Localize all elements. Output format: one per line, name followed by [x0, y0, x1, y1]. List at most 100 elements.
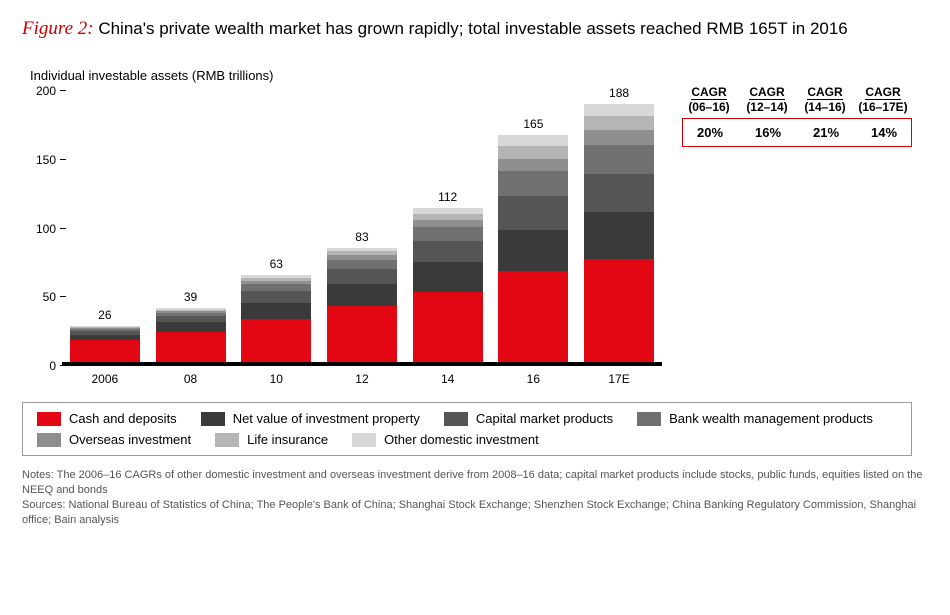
legend-item: Life insurance — [215, 432, 328, 447]
cagr-header: CAGR(16–17E) — [856, 85, 910, 114]
legend-item: Bank wealth management products — [637, 411, 873, 426]
bar-segment — [241, 319, 311, 362]
y-tick-label: 150 — [22, 153, 56, 167]
bar-stack — [498, 135, 568, 362]
bar-segment — [413, 262, 483, 292]
bar-segment — [584, 212, 654, 259]
figure-title-text: China's private wealth market has grown … — [98, 19, 847, 38]
bar-container: 26396383112165188 — [62, 91, 662, 362]
chart-row: 050100150200 26396383112165188 200608101… — [22, 91, 928, 396]
bar-total-label: 83 — [327, 230, 397, 244]
legend-row: Cash and deposits Net value of investment… — [37, 411, 897, 447]
bar-column: 26 — [70, 326, 140, 362]
bar-stack — [327, 248, 397, 362]
bar-total-label: 39 — [156, 290, 226, 304]
y-axis-title: Individual investable assets (RMB trilli… — [30, 68, 928, 83]
bar-total-label: 112 — [413, 190, 483, 204]
cagr-period-label: (12–14) — [740, 100, 794, 114]
bar-total-label: 165 — [498, 117, 568, 131]
legend-swatch — [37, 433, 61, 447]
cagr-main-label: CAGR — [749, 85, 784, 100]
cagr-header: CAGR(12–14) — [740, 85, 794, 114]
legend-label: Overseas investment — [69, 432, 191, 447]
bar-column: 63 — [241, 275, 311, 362]
legend-swatch — [444, 412, 468, 426]
bar-segment — [584, 174, 654, 213]
bar-segment — [413, 241, 483, 262]
legend-label: Other domestic investment — [384, 432, 539, 447]
bar-segment — [327, 306, 397, 362]
cagr-value: 21% — [799, 125, 853, 140]
bar-segment — [498, 196, 568, 230]
notes-text: Notes: The 2006–16 CAGRs of other domest… — [22, 468, 928, 498]
x-axis-labels: 2006081012141617E — [62, 372, 662, 396]
bar-stack — [413, 208, 483, 362]
legend-swatch — [637, 412, 661, 426]
bar-segment — [584, 130, 654, 145]
bar-stack — [241, 275, 311, 362]
sources-text: Sources: National Bureau of Statistics o… — [22, 498, 928, 528]
legend-label: Capital market products — [476, 411, 613, 426]
bar-column: 112 — [413, 208, 483, 362]
bar-segment — [156, 322, 226, 332]
legend-item: Other domestic investment — [352, 432, 539, 447]
figure-label: Figure 2: — [22, 18, 94, 39]
chart-area: 050100150200 26396383112165188 200608101… — [22, 91, 672, 396]
cagr-header: CAGR(06–16) — [682, 85, 736, 114]
bar-plot: 26396383112165188 — [62, 91, 662, 366]
bar-segment — [498, 135, 568, 146]
legend-label: Bank wealth management products — [669, 411, 873, 426]
x-tick-label: 12 — [327, 372, 397, 396]
bar-total-label: 188 — [584, 86, 654, 100]
cagr-main-label: CAGR — [865, 85, 900, 100]
bar-segment — [498, 159, 568, 171]
bar-segment — [327, 284, 397, 306]
bar-segment — [498, 171, 568, 196]
cagr-value: 20% — [683, 125, 737, 140]
bar-segment — [584, 145, 654, 174]
cagr-main-label: CAGR — [807, 85, 842, 100]
y-tick-label: 0 — [22, 359, 56, 373]
y-tick-label: 100 — [22, 222, 56, 236]
cagr-table: CAGR(06–16)CAGR(12–14)CAGR(14–16)CAGR(16… — [682, 85, 912, 147]
legend-label: Net value of investment property — [233, 411, 420, 426]
bar-segment — [413, 214, 483, 221]
bar-segment — [584, 104, 654, 116]
cagr-period-label: (14–16) — [798, 100, 852, 114]
x-tick-label: 14 — [413, 372, 483, 396]
bar-segment — [413, 220, 483, 227]
x-tick-label: 16 — [498, 372, 568, 396]
legend-label: Cash and deposits — [69, 411, 177, 426]
legend-swatch — [201, 412, 225, 426]
bar-segment — [584, 259, 654, 362]
x-tick-label: 17E — [584, 372, 654, 396]
cagr-period-label: (06–16) — [682, 100, 736, 114]
legend-item: Capital market products — [444, 411, 613, 426]
bar-segment — [327, 260, 397, 268]
cagr-value: 14% — [857, 125, 911, 140]
y-axis: 050100150200 — [22, 91, 62, 366]
figure-title: Figure 2: China's private wealth market … — [22, 18, 928, 40]
legend-item: Overseas investment — [37, 432, 191, 447]
bar-segment — [584, 116, 654, 130]
cagr-header: CAGR(14–16) — [798, 85, 852, 114]
bar-segment — [156, 332, 226, 362]
bar-column: 188 — [584, 104, 654, 363]
x-tick-label: 08 — [156, 372, 226, 396]
bar-segment — [498, 146, 568, 158]
bar-segment — [70, 340, 140, 362]
legend-item: Net value of investment property — [201, 411, 420, 426]
cagr-period-label: (16–17E) — [856, 100, 910, 114]
bar-segment — [327, 269, 397, 284]
bar-segment — [498, 230, 568, 271]
notes-block: Notes: The 2006–16 CAGRs of other domest… — [22, 468, 928, 527]
bar-total-label: 26 — [70, 308, 140, 322]
bar-column: 165 — [498, 135, 568, 362]
y-tick-label: 200 — [22, 84, 56, 98]
bar-stack — [70, 326, 140, 362]
cagr-main-label: CAGR — [691, 85, 726, 100]
bar-segment — [241, 303, 311, 320]
x-tick-label: 2006 — [70, 372, 140, 396]
y-tick-label: 50 — [22, 290, 56, 304]
legend-label: Life insurance — [247, 432, 328, 447]
